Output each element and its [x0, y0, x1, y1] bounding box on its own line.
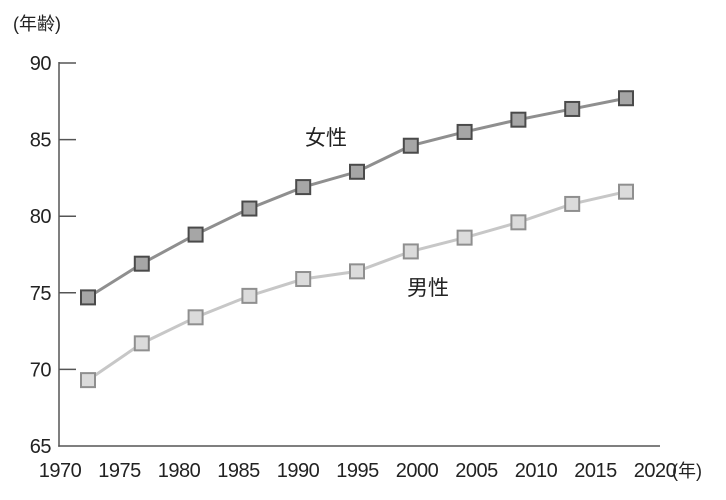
series-label-female: 女性 [305, 127, 347, 150]
y-axis-tick-labels: 90 85 80 75 70 65 [30, 53, 52, 458]
y-tick-label: 85 [30, 130, 52, 152]
data-point-marker [80, 289, 96, 306]
y-tick-label: 65 [30, 436, 52, 458]
x-tick-label: 1975 [98, 460, 141, 482]
data-point-marker [349, 163, 365, 180]
data-point-marker [402, 137, 419, 154]
data-point-marker [187, 309, 204, 326]
data-point-marker [402, 243, 419, 260]
data-point-marker [618, 90, 634, 107]
series-label-male: 男性 [407, 277, 449, 300]
x-tick-label: 2020 [634, 460, 677, 482]
x-axis-unit-label: (年) [672, 461, 702, 481]
y-axis-ticks [59, 62, 76, 371]
x-tick-label: 2005 [455, 460, 498, 482]
x-tick-label: 1970 [39, 460, 82, 482]
data-point-marker [510, 111, 527, 128]
x-tick-label: 1985 [217, 460, 260, 482]
series-markers [80, 90, 634, 389]
data-point-marker [80, 372, 96, 389]
x-tick-label: 1980 [158, 460, 201, 482]
data-point-marker [133, 335, 150, 352]
data-point-marker [295, 179, 312, 196]
series-lines [87, 96, 627, 382]
data-point-marker [241, 200, 258, 217]
data-point-marker [618, 183, 634, 200]
x-tick-label: 2015 [574, 460, 617, 482]
data-point-marker [133, 255, 150, 272]
y-tick-label: 75 [30, 283, 52, 305]
data-point-marker [241, 287, 258, 304]
data-point-marker [564, 100, 581, 117]
y-tick-label: 70 [30, 359, 52, 381]
x-tick-label: 2000 [396, 460, 439, 482]
data-point-marker [456, 123, 473, 140]
y-tick-label: 90 [30, 53, 52, 75]
x-axis-tick-labels: 1970 1975 1980 1985 1990 1995 2000 2005 2010 2015… [39, 460, 677, 482]
data-point-marker [456, 229, 473, 246]
x-tick-label: 2010 [515, 460, 558, 482]
y-tick-label: 80 [30, 206, 52, 228]
y-axis-unit-label: (年齢) [13, 14, 61, 34]
series-line-male [87, 190, 627, 382]
x-tick-label: 1990 [277, 460, 320, 482]
data-point-marker [349, 263, 365, 280]
x-tick-label: 1995 [336, 460, 379, 482]
data-point-marker [510, 214, 527, 231]
data-point-marker [187, 226, 204, 243]
data-point-marker [295, 271, 312, 288]
data-point-marker [564, 195, 581, 212]
